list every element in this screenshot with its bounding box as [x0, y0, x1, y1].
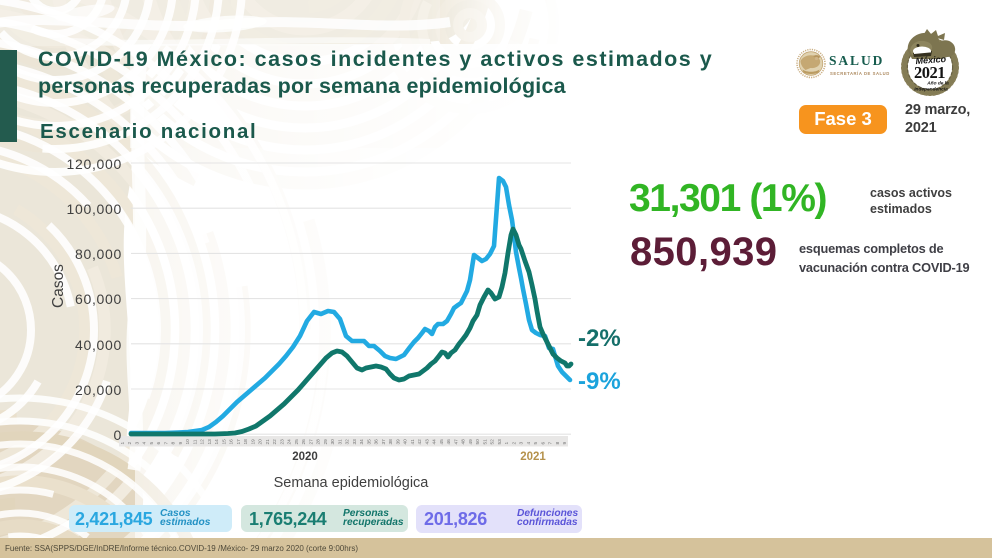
svg-text:36: 36 — [374, 439, 380, 445]
svg-text:México: México — [915, 54, 947, 66]
svg-text:45: 45 — [439, 439, 445, 445]
svg-text:30: 30 — [330, 439, 336, 445]
svg-text:4: 4 — [142, 442, 148, 445]
svg-text:40: 40 — [403, 439, 409, 445]
svg-text:3: 3 — [135, 442, 141, 445]
svg-text:14: 14 — [214, 439, 220, 445]
svg-text:20: 20 — [258, 439, 264, 445]
svg-text:Año de la: Año de la — [926, 81, 949, 87]
svg-text:31: 31 — [337, 439, 343, 445]
svg-text:51: 51 — [482, 439, 488, 445]
svg-text:6: 6 — [540, 442, 546, 445]
svg-text:25: 25 — [294, 439, 300, 445]
svg-text:1: 1 — [120, 442, 126, 445]
svg-text:48: 48 — [461, 439, 467, 445]
svg-text:38: 38 — [388, 439, 394, 445]
svg-text:10: 10 — [185, 439, 191, 445]
svg-text:13: 13 — [207, 439, 213, 445]
svg-text:37: 37 — [381, 439, 387, 445]
svg-text:8: 8 — [171, 442, 177, 445]
svg-text:11: 11 — [193, 439, 199, 444]
svg-text:12: 12 — [200, 439, 206, 445]
svg-text:2021: 2021 — [914, 63, 945, 82]
svg-text:47: 47 — [453, 439, 459, 445]
svg-text:9: 9 — [562, 442, 568, 445]
svg-text:22: 22 — [272, 439, 278, 445]
svg-text:1: 1 — [504, 442, 510, 445]
svg-text:18: 18 — [243, 439, 249, 445]
svg-text:4: 4 — [526, 442, 532, 445]
svg-text:23: 23 — [279, 439, 285, 445]
svg-text:2: 2 — [511, 442, 517, 445]
svg-text:16: 16 — [229, 439, 235, 445]
svg-text:5: 5 — [533, 442, 539, 445]
svg-text:53: 53 — [497, 439, 503, 445]
svg-text:33: 33 — [352, 439, 358, 445]
svg-text:17: 17 — [236, 439, 242, 445]
svg-text:52: 52 — [490, 439, 496, 445]
svg-text:26: 26 — [301, 439, 307, 445]
svg-text:19: 19 — [250, 439, 256, 445]
svg-text:Independencia: Independencia — [914, 87, 948, 93]
svg-text:39: 39 — [395, 439, 401, 445]
svg-text:44: 44 — [432, 439, 438, 445]
svg-text:27: 27 — [308, 439, 314, 445]
svg-text:5: 5 — [149, 442, 155, 445]
svg-text:15: 15 — [221, 439, 227, 445]
svg-text:29: 29 — [323, 439, 329, 445]
svg-text:7: 7 — [548, 442, 554, 445]
svg-text:9: 9 — [178, 442, 184, 445]
svg-text:43: 43 — [424, 439, 430, 445]
svg-text:2: 2 — [127, 442, 133, 445]
svg-text:42: 42 — [417, 439, 423, 445]
svg-text:6: 6 — [156, 442, 162, 445]
svg-text:28: 28 — [316, 439, 322, 445]
svg-text:7: 7 — [164, 442, 170, 445]
svg-text:8: 8 — [555, 442, 561, 445]
svg-text:41: 41 — [410, 439, 416, 445]
svg-text:34: 34 — [359, 439, 365, 445]
svg-text:50: 50 — [475, 439, 481, 445]
svg-text:21: 21 — [265, 439, 271, 445]
svg-text:3: 3 — [519, 442, 525, 445]
svg-text:46: 46 — [446, 439, 452, 445]
svg-text:24: 24 — [287, 439, 293, 445]
svg-text:32: 32 — [345, 439, 351, 445]
svg-text:49: 49 — [468, 439, 474, 445]
svg-text:35: 35 — [366, 439, 372, 445]
